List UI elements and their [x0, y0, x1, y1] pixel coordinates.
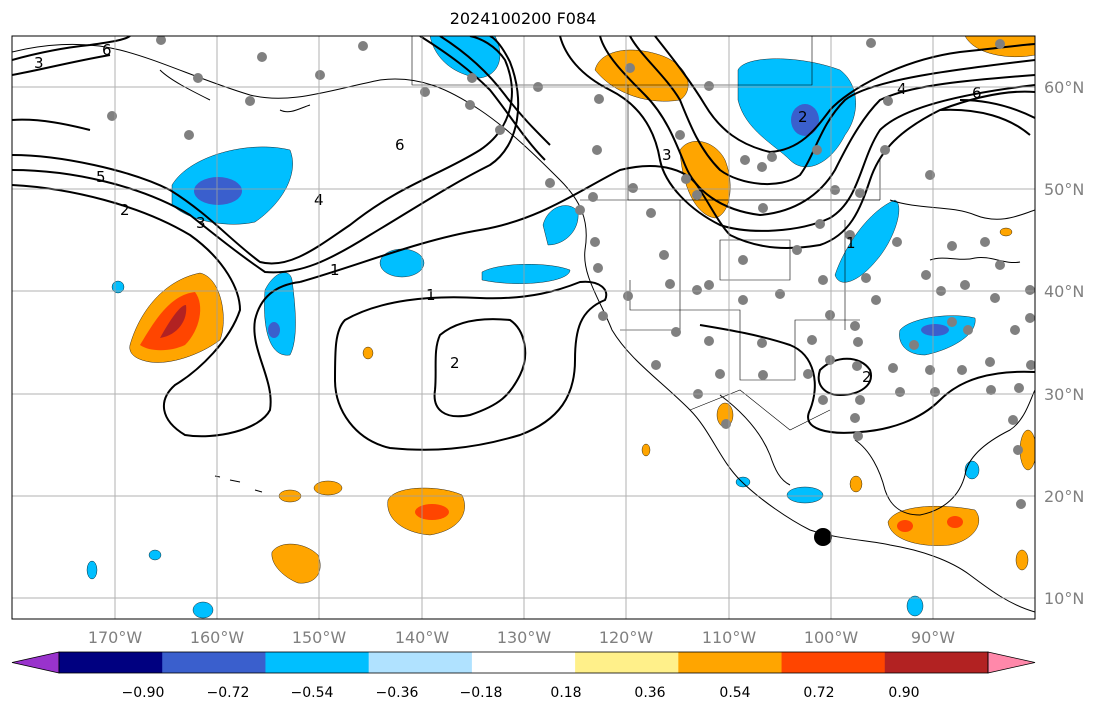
colorbar-segment: [884, 652, 989, 673]
colorbar-frame: [58, 651, 989, 674]
colorbar-segment: [59, 652, 163, 673]
colorbar-tick: −0.54: [291, 685, 334, 701]
colorbar-tick: −0.18: [460, 685, 503, 701]
lat-label: 50°N: [1044, 180, 1084, 199]
contour-label: 6: [395, 136, 405, 154]
colorbar-segment: [575, 652, 679, 673]
colorbar-extend-high: [987, 651, 1036, 674]
contour-lines: [12, 36, 1035, 451]
contour-label: 2: [862, 368, 872, 386]
colorbar-tick: 0.54: [719, 685, 750, 701]
contour-label-group: 3 6 5 2 3 4 6 1 1 2 3 2 4 6 1 2: [34, 41, 982, 386]
colorbar-tick: 0.72: [803, 685, 834, 701]
lat-label: 30°N: [1044, 385, 1084, 404]
lat-label: 20°N: [1044, 487, 1084, 506]
colorbar-segment: [162, 652, 266, 673]
lon-label: 160°W: [190, 628, 245, 647]
colorbar-tick: 0.18: [550, 685, 581, 701]
contour-label: 2: [798, 108, 808, 126]
lon-label: 90°W: [911, 628, 955, 647]
colorbar-segment: [781, 652, 886, 673]
shaded-regions: [86, 36, 1035, 619]
lon-label: 120°W: [599, 628, 654, 647]
contour-label: 6: [972, 84, 982, 102]
station-dots: [107, 36, 1035, 509]
contour-label: 1: [846, 234, 856, 252]
colorbar-segment: [678, 652, 783, 673]
contour-label: 3: [662, 146, 672, 164]
contour-label: 6: [102, 41, 112, 59]
contour-label: 1: [330, 261, 340, 279]
contour-label: 3: [34, 54, 44, 72]
lon-label: 170°W: [88, 628, 143, 647]
colorbar-tick: 0.90: [888, 685, 919, 701]
contour-label: 4: [897, 80, 907, 98]
lon-labels: 170°W 160°W 150°W 140°W 130°W 120°W 110°…: [88, 628, 955, 647]
colorbar-extend-low: [11, 651, 60, 674]
lat-label: 40°N: [1044, 282, 1084, 301]
lon-label: 110°W: [702, 628, 757, 647]
colorbar-tick: 0.36: [634, 685, 665, 701]
contour-label: 3: [196, 214, 206, 232]
colorbar-tick: −0.72: [207, 685, 250, 701]
colorbar-tick: −0.36: [376, 685, 419, 701]
contour-label: 2: [120, 201, 130, 219]
map-title: 2024100200 F084: [449, 9, 597, 28]
lon-label: 130°W: [497, 628, 552, 647]
contour-label: 2: [450, 354, 460, 372]
contour-label: 5: [96, 168, 106, 186]
colorbar: [11, 651, 1036, 674]
map-area: 3 6 5 2 3 4 6 1 1 2 3 2 4 6 1 2: [12, 36, 1035, 619]
gridlines: [12, 36, 1035, 619]
lat-label: 60°N: [1044, 78, 1084, 97]
lon-label: 140°W: [395, 628, 450, 647]
lon-label: 100°W: [804, 628, 859, 647]
lat-label: 10°N: [1044, 589, 1084, 608]
contour-label: 1: [426, 286, 436, 304]
colorbar-ticks: −0.90 −0.72 −0.54 −0.36 −0.18 0.18 0.36 …: [122, 685, 920, 701]
colorbar-tick: −0.90: [122, 685, 165, 701]
map-frame: [11, 35, 1036, 620]
lat-labels: 60°N 50°N 40°N 30°N 20°N 10°N: [1044, 78, 1084, 608]
lon-label: 150°W: [292, 628, 347, 647]
colorbar-segment: [265, 652, 370, 673]
marker-dot: [814, 528, 832, 546]
colorbar-segment: [368, 652, 473, 673]
colorbar-segment: [471, 652, 576, 673]
